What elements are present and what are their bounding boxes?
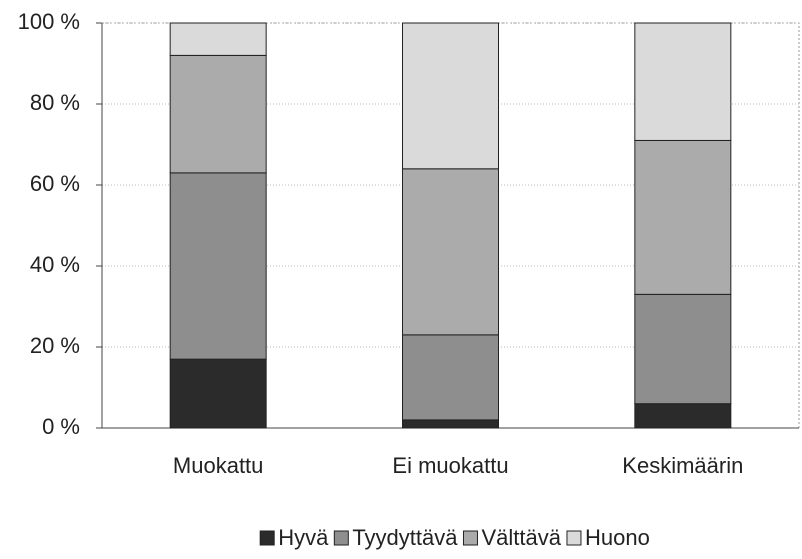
bar-segment (169, 22, 267, 56)
x-tick-label: Muokattu (173, 453, 264, 478)
x-tick-label: Keskimäärin (622, 453, 743, 478)
y-tick-label: 0 % (42, 414, 80, 439)
y-tick-label: 20 % (30, 333, 80, 358)
bar-segment (402, 22, 499, 170)
x-tick-label: Ei muokattu (392, 453, 508, 478)
bar-segment (634, 403, 732, 429)
legend-label: Hyvä (278, 525, 329, 550)
bar-segment (634, 293, 732, 405)
legend-label: Välttävä (481, 525, 561, 550)
bar-segment (169, 54, 267, 174)
y-tick-label: 100 % (18, 9, 80, 34)
bar-segment (169, 172, 267, 360)
bar-segment (634, 139, 732, 295)
y-tick-label: 40 % (30, 252, 80, 277)
bar-segment (402, 334, 499, 421)
bar-segment (169, 358, 267, 429)
legend-label: Tyydyttävä (352, 525, 458, 550)
bar-segment (634, 22, 732, 141)
y-tick-label: 60 % (30, 171, 80, 196)
legend-swatch (566, 530, 582, 546)
bar-segment (402, 419, 499, 429)
legend-swatch (462, 530, 478, 546)
legend-label: Huono (585, 525, 650, 550)
legend-swatch (333, 530, 349, 546)
bar-segment (402, 168, 499, 336)
y-tick-label: 80 % (30, 90, 80, 115)
legend-swatch (259, 530, 275, 546)
